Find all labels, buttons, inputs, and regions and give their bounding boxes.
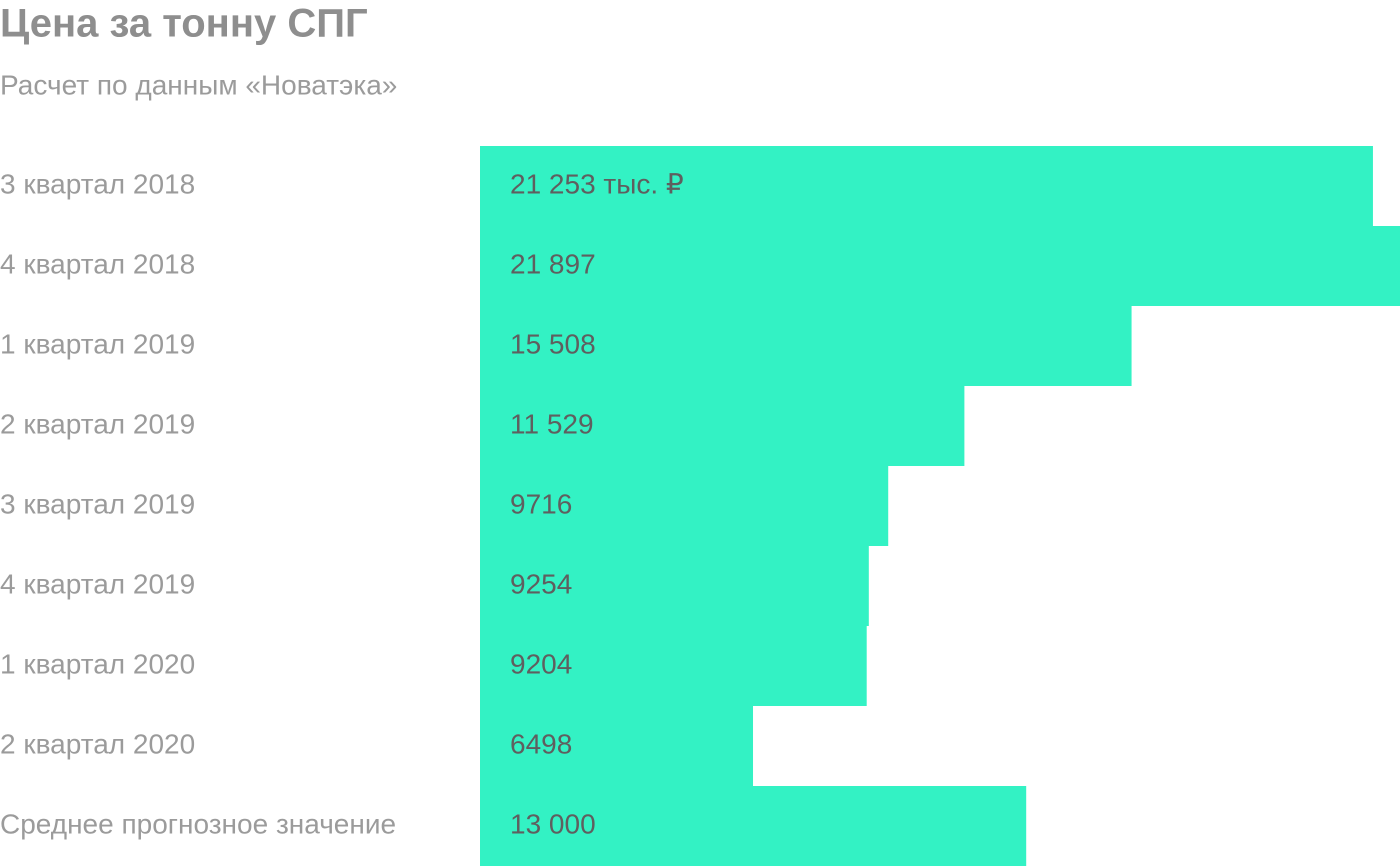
bar [480,706,754,786]
bar [480,146,1373,226]
category-label: 1 квартал 2019 [0,328,195,359]
value-label: 21 897 [510,248,596,279]
value-label: 15 508 [510,328,596,359]
category-label: 4 квартал 2018 [0,248,195,279]
chart-title: Цена за тонну СПГ [0,2,368,46]
chart-subtitle: Расчет по данным «Новатэка» [0,69,397,100]
bar [480,786,1027,866]
value-label: 9204 [510,648,572,679]
value-label: 13 000 [510,808,596,839]
bar [480,546,869,626]
value-label: 11 529 [510,408,594,439]
bar [480,386,965,466]
category-label: 1 квартал 2020 [0,648,195,679]
bar [480,306,1132,386]
value-label: 9716 [510,488,572,519]
bar [480,226,1400,306]
category-label: 3 квартал 2019 [0,488,195,519]
category-label: 4 квартал 2019 [0,568,195,599]
category-label: 2 квартал 2019 [0,408,195,439]
bar [480,466,889,546]
value-label: 9254 [510,568,572,599]
category-label: Среднее прогнозное значение [0,808,396,839]
value-label: 21 253 тыс. ₽ [510,168,684,199]
bar [480,626,867,706]
category-label: 2 квартал 2020 [0,728,195,759]
category-label: 3 квартал 2018 [0,168,195,199]
value-label: 6498 [510,728,572,759]
